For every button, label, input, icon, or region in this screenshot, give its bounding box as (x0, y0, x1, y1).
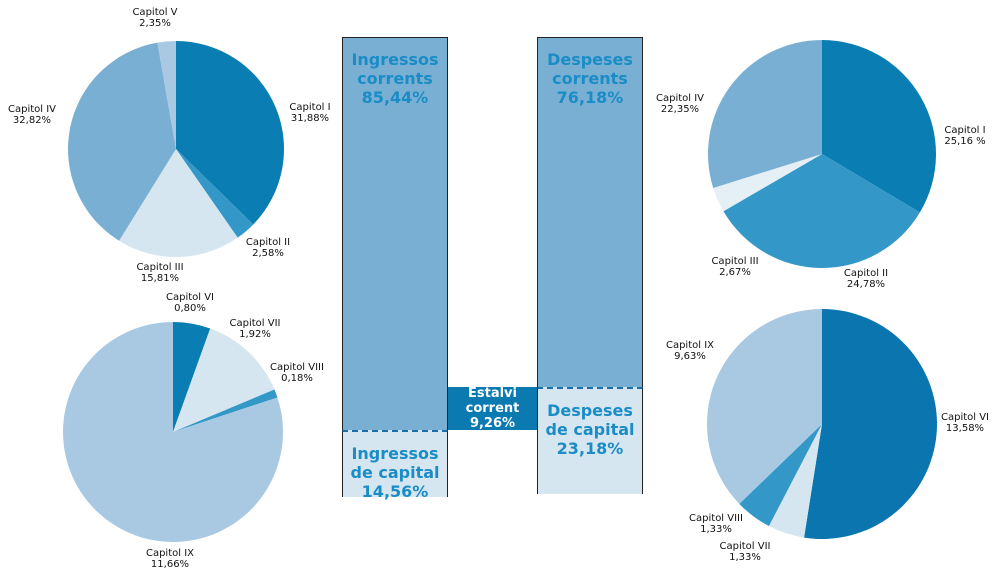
savings-title: Estalvi corrent (465, 386, 520, 417)
slice-name: Capitol IX (146, 548, 194, 559)
pie-slice (768, 424, 822, 538)
slice-name: Capitol V (132, 7, 177, 18)
slice-value: 9,63% (674, 351, 706, 362)
segment-value: 76,18% (556, 88, 624, 107)
slice-name: Capitol I (944, 125, 985, 136)
pie-slice (157, 41, 176, 149)
pie-slice (176, 41, 285, 225)
pie-slice (173, 389, 278, 432)
segment-label: Despeses de capital 23,18% (542, 389, 638, 494)
pie-slice (739, 424, 822, 527)
slice-value: 13,58% (946, 423, 984, 434)
bar-segment: Ingressos de capital 14,56% (342, 430, 448, 501)
slice-value: 1,92% (239, 329, 271, 340)
slice-value: 32,82% (13, 115, 51, 126)
slice-value: 2,58% (252, 248, 284, 259)
slice-name: Capitol IV (8, 104, 56, 115)
slice-value: 25,16 % (944, 136, 985, 147)
segment-value: 23,18% (556, 439, 624, 459)
slice-value: 15,81% (141, 273, 179, 284)
slice-name: Capitol II (844, 268, 888, 279)
pie-slice (804, 309, 937, 539)
segment-title: Ingressos corrents (351, 50, 439, 88)
slice-value: 2,35% (139, 18, 171, 29)
segment-value: 14,56% (361, 482, 429, 502)
slice-value: 2,67% (719, 267, 751, 278)
bar-segment: Despeses de capital 23,18% (537, 387, 643, 495)
slice-value: 31,88% (291, 113, 329, 124)
savings-box: Estalvi corrent 9,26% (448, 386, 537, 432)
slice-name: Capitol VIII (689, 513, 743, 524)
pie-slice (173, 328, 275, 432)
slice-value: 11,66% (151, 559, 189, 570)
pie-slice (822, 40, 937, 213)
slice-name: Capitol VII (720, 541, 771, 552)
segment-label: Despeses corrents 76,18% (542, 38, 638, 387)
slice-name: Capitol VI (166, 292, 214, 303)
slice-value: 0,80% (174, 303, 206, 314)
slice-name: Capitol VII (230, 318, 281, 329)
slice-name: Capitol III (711, 256, 758, 267)
segment-title: Despeses de capital (545, 401, 635, 440)
slice-name: Capitol III (136, 262, 183, 273)
slice-name: Capitol IV (656, 93, 704, 104)
segment-label: Ingressos de capital 14,56% (347, 432, 443, 501)
slice-name: Capitol VI (941, 412, 989, 423)
slice-value: 0,18% (281, 373, 313, 384)
segment-label: Ingressos corrents 85,44% (347, 38, 443, 430)
bar-segment: Despeses corrents 76,18% (537, 37, 643, 388)
pie-slice (176, 149, 254, 238)
slice-value: 1,33% (700, 524, 732, 535)
pie-slice (706, 309, 822, 504)
slice-name: Capitol IX (666, 340, 714, 351)
pie-slice (173, 322, 211, 432)
savings-value: 9,26% (469, 416, 516, 432)
slice-name: Capitol I (289, 102, 330, 113)
pie-slice (708, 40, 822, 188)
slice-value: 1,33% (729, 552, 761, 563)
pie-slice (119, 149, 238, 257)
pie-slice (723, 154, 920, 269)
slice-name: Capitol VIII (270, 362, 324, 373)
slice-name: Capitol II (246, 237, 290, 248)
bar-segment: Ingressos corrents 85,44% (342, 37, 448, 431)
segment-title: Ingressos de capital (350, 444, 440, 483)
pie-slice (713, 154, 822, 212)
segment-title: Despeses corrents (547, 50, 633, 88)
pie-slice (63, 322, 284, 543)
slice-value: 22,35% (661, 104, 699, 115)
slice-value: 24,78% (847, 279, 885, 290)
segment-value: 85,44% (361, 88, 429, 107)
pie-slice (68, 42, 176, 241)
